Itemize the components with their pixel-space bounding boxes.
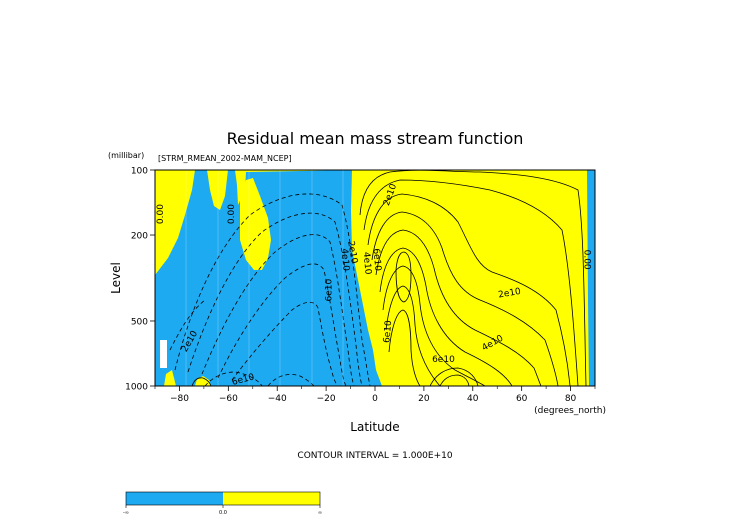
colorbar-positive — [223, 492, 320, 505]
x-axis-label: Latitude — [350, 420, 399, 434]
x-tick-label: −20 — [317, 394, 336, 404]
contour-label: 2e10 — [345, 240, 359, 264]
colorbar-label-max: ∞ — [318, 510, 322, 516]
negative-strip-north — [587, 170, 595, 386]
positive-patch-2 — [164, 370, 176, 386]
colorbar: -∞ 0.0 ∞ — [123, 491, 322, 516]
contour-label: 4e10 — [339, 248, 351, 272]
x-tick-label: 40 — [467, 394, 479, 404]
y-tick-label: 500 — [131, 317, 148, 327]
contour-label: 2e10 — [498, 287, 522, 301]
x-tick-label: 20 — [418, 394, 430, 404]
x-tick-label: 80 — [565, 394, 577, 404]
x-tick-label: −40 — [268, 394, 287, 404]
contour-label: 6e10 — [325, 279, 335, 302]
x-units-label: (degrees_north) — [534, 406, 606, 416]
x-tick-label: 0 — [372, 394, 378, 404]
contour-label: 0.00 — [582, 250, 592, 270]
y-tick-label: 200 — [131, 232, 148, 242]
x-tick-label: −80 — [170, 394, 189, 404]
contour-label: 4e10 — [361, 252, 373, 276]
contour-interval-text: CONTOUR INTERVAL = 1.000E+10 — [297, 451, 452, 461]
colorbar-negative — [126, 492, 223, 505]
colorbar-label-min: -∞ — [123, 510, 129, 516]
positive-contours — [191, 170, 587, 386]
contour-label: 6e10 — [231, 372, 256, 388]
colorbar-label-mid: 0.0 — [219, 510, 227, 516]
contour-label: 0.00 — [227, 204, 237, 224]
terrain-patch — [160, 340, 167, 368]
contour-label: 0.00 — [156, 204, 166, 224]
chart-subtitle: [STRM_RMEAN_2002-MAM_NCEP] — [158, 154, 292, 163]
chart-title: Residual mean mass stream function — [227, 129, 524, 148]
contour-label: 6e10 — [432, 355, 455, 365]
positive-island — [240, 178, 271, 270]
negative-contours — [169, 193, 371, 386]
x-tick-label: 60 — [516, 394, 528, 404]
contour-label: 6e10 — [370, 248, 382, 272]
y-tick-label: 1000 — [125, 383, 148, 393]
y-axis-label: Level — [109, 262, 123, 294]
y-units-label: (millibar) — [108, 151, 144, 160]
grid-lines — [185, 170, 344, 386]
x-axis: −80 −60 −40 −20 0 20 40 60 80 — [154, 386, 596, 404]
y-tick-label: 100 — [131, 167, 148, 177]
negative-region — [155, 170, 382, 386]
contour-label: 6e10 — [382, 320, 394, 344]
x-tick-label: −60 — [219, 394, 238, 404]
y-axis: 100 200 500 1000 — [125, 167, 155, 393]
